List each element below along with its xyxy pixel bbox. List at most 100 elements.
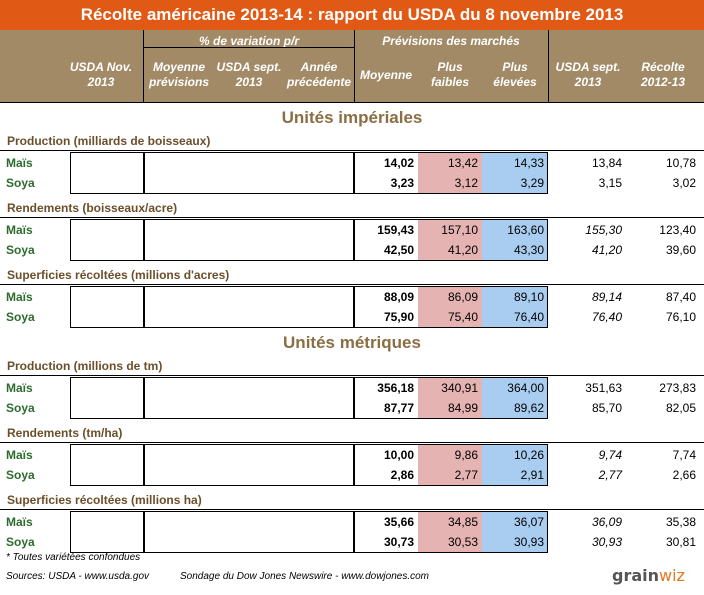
category-label: Rendements (boisseaux/acre) [7, 201, 178, 215]
value-usda-sept: 36,09 [591, 515, 622, 529]
value-recolte: 82,05 [665, 401, 696, 415]
value-recolte: 35,38 [665, 515, 696, 529]
forecast-box [354, 444, 548, 486]
empty-cell-variation [144, 152, 354, 194]
value-recolte: 39,60 [665, 243, 696, 257]
header-annee-precedente: Année précédente [286, 60, 352, 89]
empty-cell-usda [70, 286, 144, 328]
value-plus-faibles: 3,12 [454, 176, 478, 190]
footer-note: * Toutes variétées confondues [6, 552, 141, 563]
low-forecast-column [418, 219, 482, 261]
high-forecast-column [482, 219, 548, 261]
forecast-box [354, 219, 548, 261]
value-recolte: 2,66 [672, 468, 696, 482]
value-usda-sept: 85,70 [591, 401, 622, 415]
header-recolte: Récolte 2012-13 [640, 60, 686, 89]
value-plus-elevees: 36,07 [513, 515, 544, 529]
table-header: USDA Nov. 2013 % de variation p/r Moyenn… [0, 30, 704, 102]
forecast-box [354, 286, 548, 328]
value-plus-faibles: 9,86 [454, 448, 478, 462]
section-title: Unités impériales [281, 108, 423, 127]
value-usda-sept: 351,63 [585, 381, 622, 395]
category-label: Rendements (tm/ha) [7, 426, 123, 440]
category-divider [0, 217, 704, 218]
header-usda-sept-2013: USDA sept. 2013 [216, 60, 282, 89]
row-label: Soya [6, 243, 35, 257]
value-moyenne: 88,09 [383, 290, 414, 304]
value-plus-elevees: 30,93 [513, 535, 544, 549]
value-plus-faibles: 13,42 [447, 156, 478, 170]
row-label: Soya [6, 310, 35, 324]
row-label: Maïs [6, 156, 33, 170]
value-plus-elevees: 43,30 [513, 243, 544, 257]
high-forecast-column [482, 377, 548, 419]
value-usda-sept: 13,84 [591, 156, 622, 170]
value-plus-elevees: 364,00 [507, 381, 544, 395]
value-usda-sept: 3,15 [598, 176, 622, 190]
row-label: Soya [6, 535, 35, 549]
header-moyenne-previsions: Moyenne prévisions [148, 60, 210, 89]
low-forecast-column [418, 444, 482, 486]
value-plus-faibles: 41,20 [447, 243, 478, 257]
value-moyenne: 356,18 [377, 381, 414, 395]
value-recolte: 3,02 [672, 176, 696, 190]
value-usda-sept: 2,77 [598, 468, 622, 482]
empty-cell-usda [70, 444, 144, 486]
header-divider [144, 47, 354, 48]
header-moyenne: Moyenne [359, 68, 412, 82]
value-plus-elevees: 76,40 [513, 310, 544, 324]
row-label: Maïs [6, 448, 33, 462]
value-usda-sept: 155,30 [585, 223, 622, 237]
value-plus-faibles: 157,10 [441, 223, 478, 237]
category-divider [0, 284, 704, 285]
row-label: Soya [6, 468, 35, 482]
header-divider [143, 30, 144, 102]
value-plus-faibles: 86,09 [447, 290, 478, 304]
value-recolte: 10,78 [665, 156, 696, 170]
header-plus-elevees: Plus élevées [493, 60, 537, 89]
high-forecast-column [482, 444, 548, 486]
row-label: Maïs [6, 223, 33, 237]
category-label: Production (milliards de boisseaux) [7, 134, 211, 148]
footer-sondage: Sondage du Dow Jones Newswire - www.dowj… [180, 571, 430, 582]
header-plus-faibles: Plus faibles [430, 60, 469, 89]
value-plus-faibles: 34,85 [447, 515, 478, 529]
grainwiz-logo: grainwiz [612, 566, 685, 585]
header-divider [354, 30, 355, 102]
value-moyenne: 42,50 [383, 243, 414, 257]
header-pct-variation: % de variation p/r [198, 34, 300, 48]
low-forecast-column [418, 286, 482, 328]
empty-cell-usda [70, 377, 144, 419]
row-label: Maïs [6, 381, 33, 395]
header-previsions-marches: Prévisions des marchés [382, 34, 520, 48]
value-plus-elevees: 89,10 [513, 290, 544, 304]
forecast-box [354, 511, 548, 553]
value-recolte: 7,74 [672, 448, 696, 462]
low-forecast-column [418, 377, 482, 419]
footer-sources: Sources: USDA - www.usda.gov [6, 571, 150, 582]
value-moyenne: 10,00 [383, 448, 414, 462]
category-label: Superficies récoltées (millions ha) [7, 493, 202, 507]
value-plus-elevees: 10,26 [513, 448, 544, 462]
empty-cell-variation [144, 511, 354, 553]
empty-cell-usda [70, 152, 144, 194]
header-usda-nov: USDA Nov. 2013 [69, 60, 133, 89]
category-divider [0, 509, 704, 510]
category-divider [0, 375, 704, 376]
value-moyenne: 75,90 [383, 310, 414, 324]
value-plus-faibles: 340,91 [441, 381, 478, 395]
row-label: Soya [6, 401, 35, 415]
value-usda-sept: 76,40 [591, 310, 622, 324]
section-title: Unités métriques [283, 333, 421, 352]
value-plus-elevees: 14,33 [513, 156, 544, 170]
value-plus-faibles: 2,77 [454, 468, 478, 482]
empty-cell-variation [144, 219, 354, 261]
header-divider [548, 30, 549, 102]
forecast-box [354, 152, 548, 194]
high-forecast-column [482, 152, 548, 194]
value-plus-elevees: 89,62 [513, 401, 544, 415]
row-label: Maïs [6, 515, 33, 529]
empty-cell-usda [70, 219, 144, 261]
category-divider [0, 442, 704, 443]
report-title: Récolte américaine 2013-14 : rapport du … [0, 0, 704, 30]
